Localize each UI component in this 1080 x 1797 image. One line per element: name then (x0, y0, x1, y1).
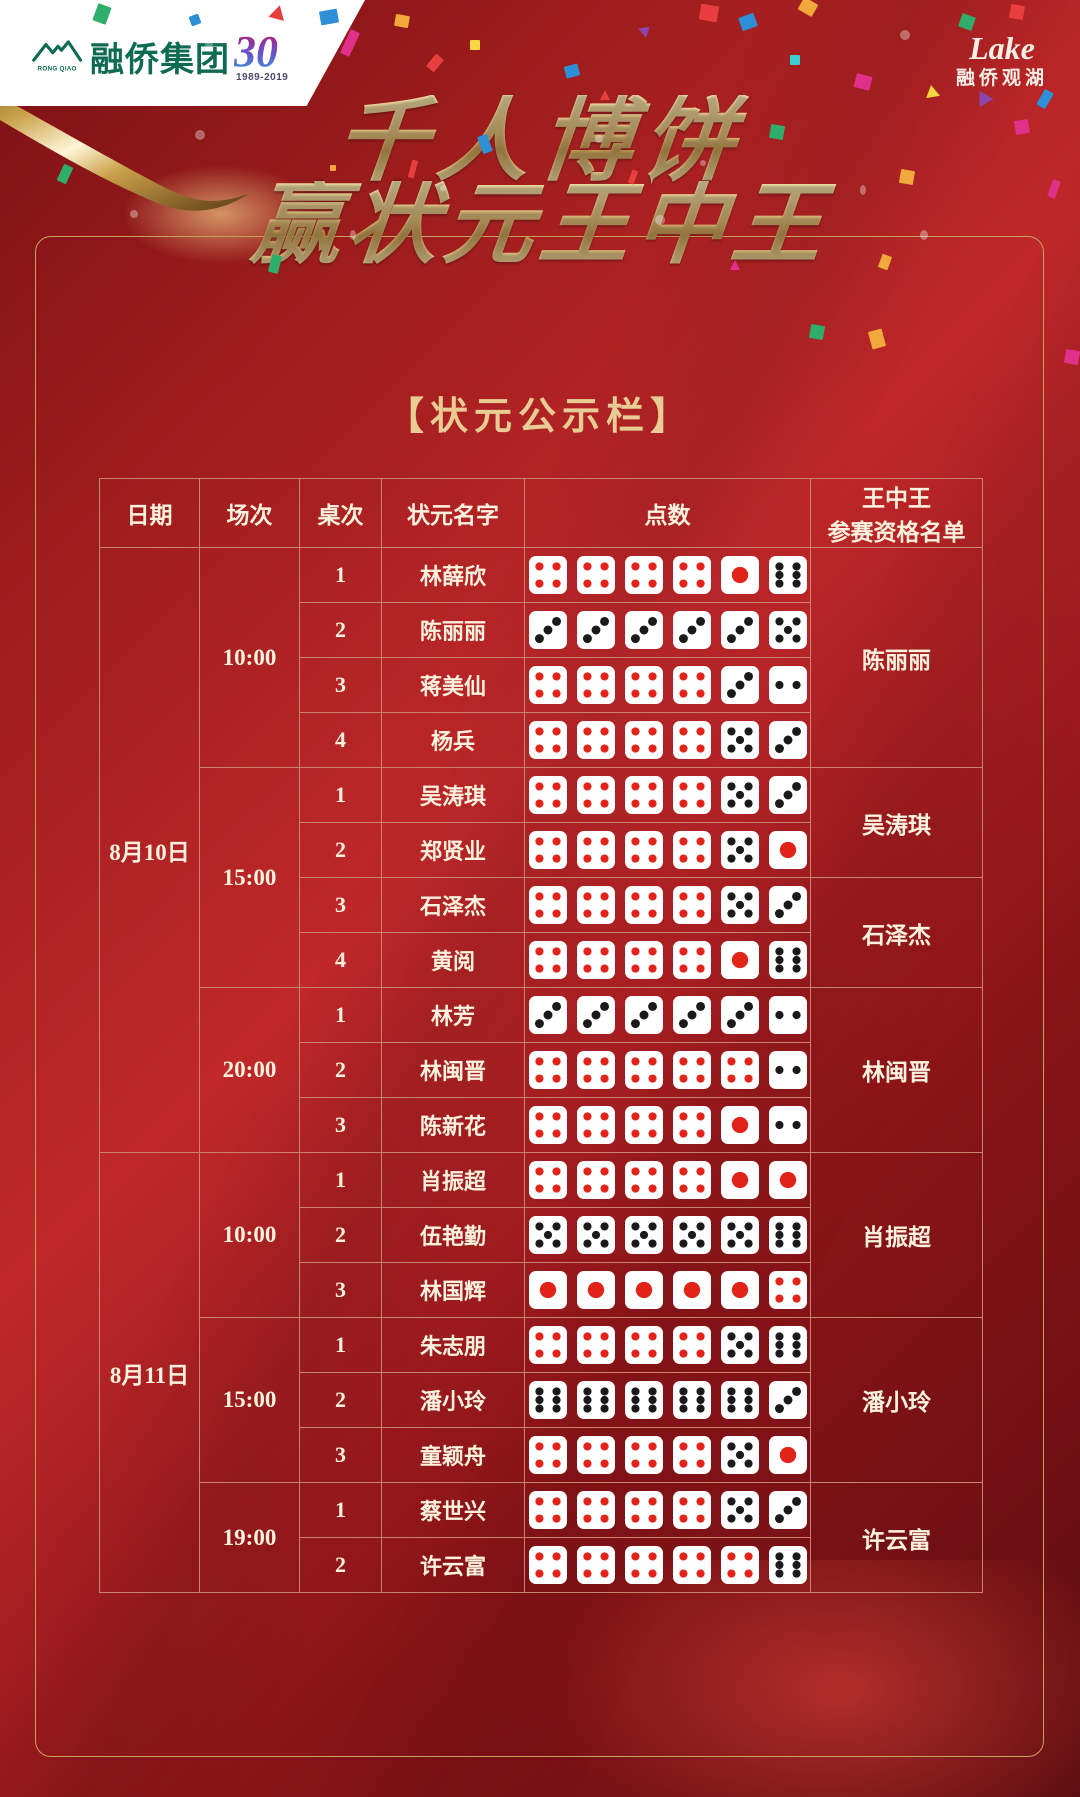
svg-text:RONG QIAO: RONG QIAO (38, 65, 77, 72)
